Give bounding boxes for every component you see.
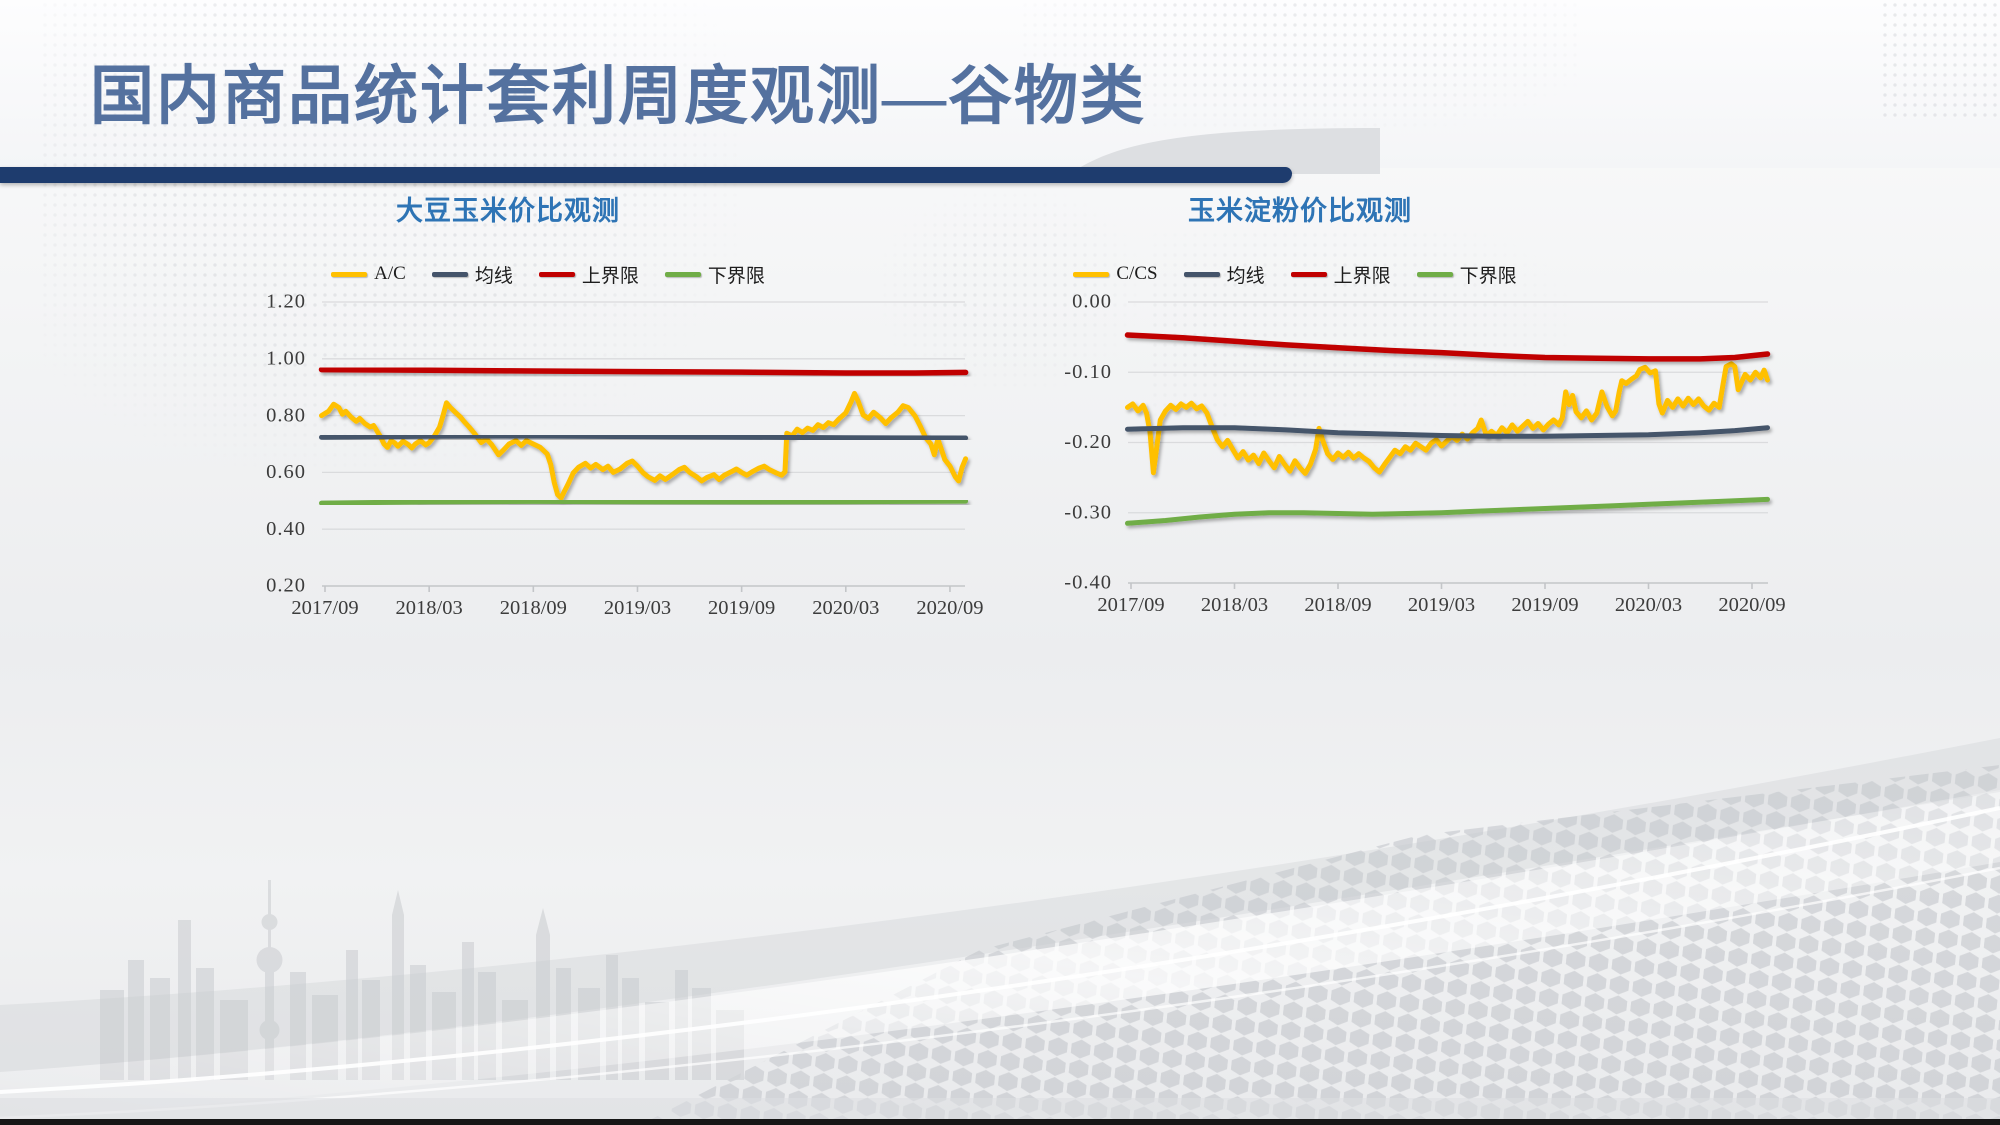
- chart-title-soybean-corn: 大豆玉米价比观测: [396, 196, 620, 226]
- header-zone: [0, 0, 2000, 168]
- series-line-下界限: [319, 498, 969, 506]
- series-line-上界限: [1124, 332, 1771, 362]
- x-tick-label: 2019/03: [604, 597, 671, 619]
- legend-label: 上界限: [1333, 265, 1391, 287]
- series-line-均线: [319, 433, 969, 441]
- legend-item-均线: 均线: [431, 261, 513, 288]
- legend-label: 上界限: [581, 265, 639, 287]
- x-tick-label: 2020/03: [812, 597, 879, 619]
- y-tick-label: -0.30: [1064, 501, 1112, 523]
- y-tick-label: 1.20: [266, 291, 306, 313]
- legend-swatch-icon: [1073, 271, 1110, 277]
- legend-item-C/CS: C/CS: [1073, 263, 1158, 285]
- legend-swatch-icon: [664, 271, 701, 277]
- legend-item-均线: 均线: [1183, 261, 1265, 288]
- legend-right: C/CS 均线 上界限 下界限: [1035, 260, 1555, 288]
- legend-swatch-icon: [331, 271, 368, 277]
- series-line-A/C: [319, 390, 969, 501]
- legend-swatch-icon: [1290, 271, 1327, 277]
- y-tick-label: -0.40: [1064, 572, 1112, 594]
- legend-item-下界限: 下界限: [664, 261, 765, 288]
- accent-bar: [0, 167, 1292, 183]
- legend-label: 下界限: [707, 265, 765, 287]
- legend-swatch-icon: [431, 271, 468, 277]
- legend-swatch-icon: [1416, 271, 1453, 277]
- x-tick-label: 2019/09: [1511, 594, 1578, 616]
- x-tick-label: 2018/03: [1201, 594, 1268, 616]
- legend-swatch-icon: [1183, 271, 1220, 277]
- bottom-edge-bar: [0, 1119, 2000, 1125]
- x-tick-label: 2017/09: [291, 597, 358, 619]
- x-tick-label: 2017/09: [1097, 594, 1164, 616]
- legend-left: A/C 均线 上界限 下界限: [288, 260, 808, 288]
- y-tick-label: -0.20: [1064, 431, 1112, 453]
- y-tick-label: 0.40: [266, 518, 306, 540]
- y-tick-label: 0.20: [266, 575, 306, 597]
- x-tick-label: 2018/09: [500, 597, 567, 619]
- legend-item-下界限: 下界限: [1416, 261, 1517, 288]
- y-tick-label: -0.10: [1064, 361, 1112, 383]
- legend-label: 下界限: [1459, 265, 1517, 287]
- y-tick-label: 0.80: [266, 404, 306, 426]
- legend-item-A/C: A/C: [331, 263, 406, 285]
- chart-title-corn-starch: 玉米淀粉价比观测: [1188, 196, 1412, 226]
- legend-label: 均线: [1226, 265, 1265, 287]
- legend-label: A/C: [374, 263, 406, 284]
- x-tick-label: 2020/09: [1718, 594, 1785, 616]
- legend-label: C/CS: [1116, 263, 1158, 284]
- y-tick-label: 0.00: [1072, 291, 1112, 313]
- series-line-上界限: [318, 366, 969, 376]
- legend-label: 均线: [474, 265, 513, 287]
- x-tick-label: 2018/09: [1304, 594, 1371, 616]
- series-line-C/CS: [1125, 361, 1770, 476]
- legend-item-上界限: 上界限: [538, 261, 639, 288]
- legend-item-上界限: 上界限: [1290, 261, 1391, 288]
- x-tick-label: 2018/03: [396, 597, 463, 619]
- legend-swatch-icon: [538, 271, 575, 277]
- x-tick-label: 2019/09: [708, 597, 775, 619]
- x-tick-label: 2020/09: [916, 597, 983, 619]
- series-line-均线: [1125, 425, 1770, 439]
- swoosh-graphic: [0, 738, 2000, 1120]
- page-title: 国内商品统计套利周度观测—谷物类: [90, 61, 1146, 132]
- skyline-silhouette: [100, 880, 744, 1080]
- series-line-下界限: [1125, 496, 1770, 526]
- x-tick-label: 2019/03: [1408, 594, 1475, 616]
- x-tick-label: 2020/03: [1615, 594, 1682, 616]
- y-tick-label: 1.00: [266, 348, 306, 370]
- y-tick-label: 0.60: [266, 461, 306, 483]
- hexagon-pattern: [640, 765, 2000, 1125]
